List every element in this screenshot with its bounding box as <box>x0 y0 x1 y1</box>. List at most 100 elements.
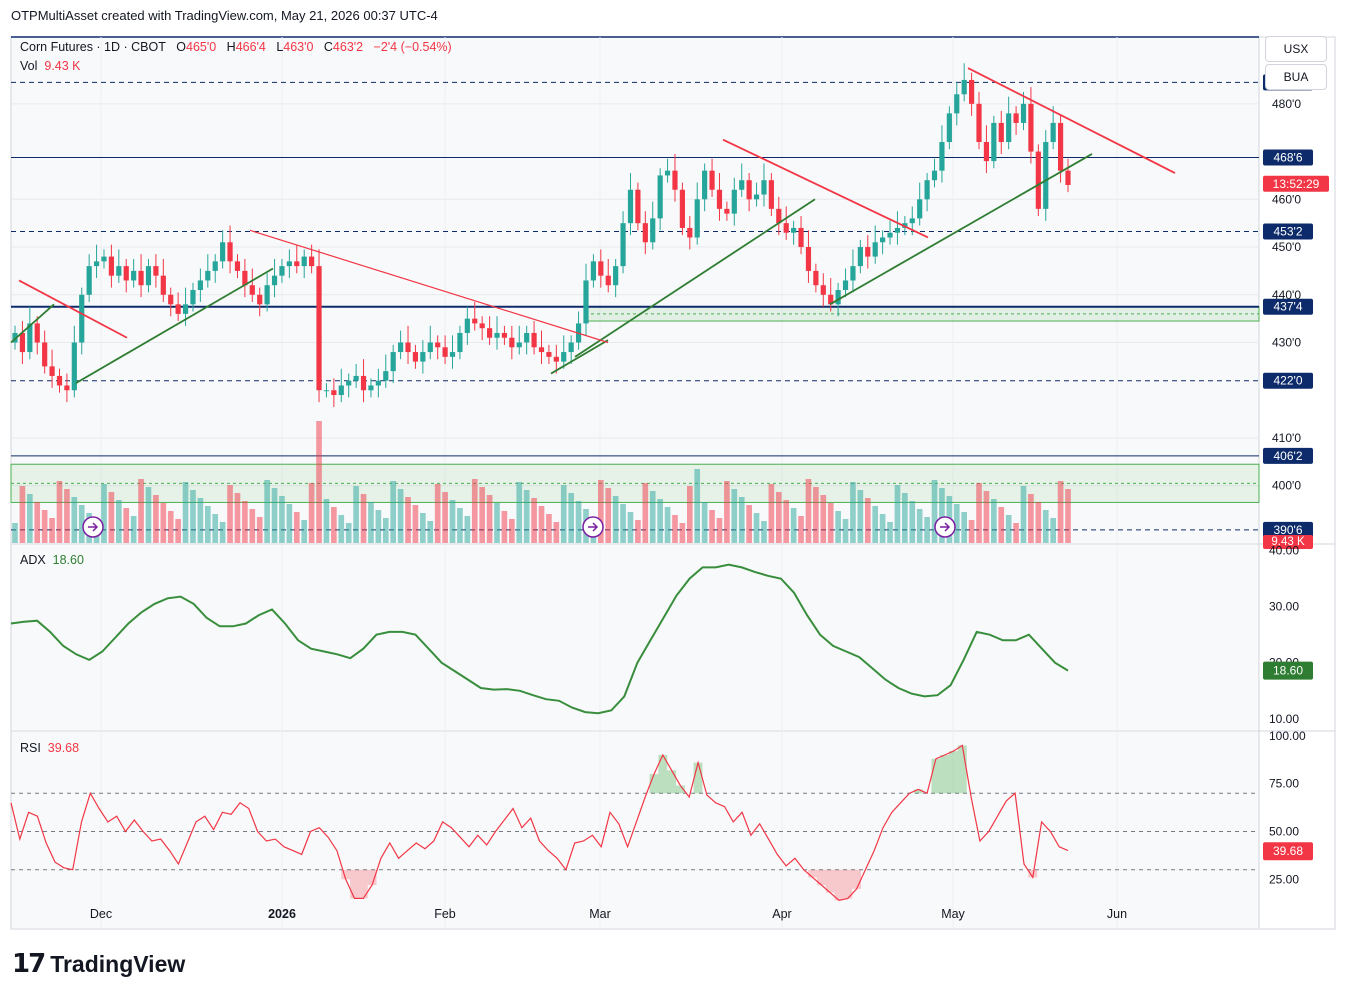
volume-bar <box>197 498 204 543</box>
candle-body <box>494 332 500 338</box>
legend-rsi-value: 39.68 <box>47 741 80 755</box>
candle-body <box>538 347 545 353</box>
volume-bar <box>953 504 960 543</box>
volume-bar <box>790 508 797 543</box>
volume-bar <box>983 491 990 543</box>
candle-body <box>1006 113 1012 143</box>
volume-bar <box>531 498 537 543</box>
time-tick-label: May <box>941 907 965 921</box>
candle-body <box>390 352 396 372</box>
candle-body <box>375 380 381 386</box>
candle-body <box>828 294 834 305</box>
candle-body <box>108 256 114 276</box>
rsi-oversold-fill <box>816 869 826 886</box>
candle-body <box>412 352 419 362</box>
currency-usx-button[interactable]: USX <box>1265 36 1327 62</box>
volume-bar <box>1013 523 1019 543</box>
volume-bar <box>731 489 738 543</box>
candle-body <box>398 342 404 353</box>
candle-body <box>546 352 552 357</box>
volume-bar <box>664 507 671 543</box>
volume-bar <box>34 502 41 543</box>
tradingview-wordmark: TradingView <box>50 950 186 977</box>
price-label-tag <box>1263 298 1313 315</box>
price-label-tag <box>1263 521 1313 538</box>
candle-body <box>101 256 107 262</box>
volume-bar <box>761 521 767 543</box>
candle-body <box>383 371 389 381</box>
volume-bar <box>190 490 196 543</box>
candle-body <box>249 285 255 295</box>
volume-bar <box>605 488 612 543</box>
candle-body <box>991 122 997 162</box>
volume-bar <box>902 493 908 543</box>
volume-bar <box>1050 518 1056 543</box>
candle-body <box>657 175 663 219</box>
candle-body <box>138 270 144 286</box>
volume-bar <box>1028 494 1034 543</box>
candle-body <box>791 227 797 233</box>
legend-rsi-label: RSI <box>20 741 41 755</box>
candle-body <box>939 142 945 171</box>
volume-bar <box>686 486 693 543</box>
candle-body <box>486 328 493 338</box>
price-label-text: 406'2 <box>1274 449 1303 463</box>
volume-bar <box>998 507 1005 543</box>
candle-body <box>242 270 248 286</box>
volume-bar <box>486 495 493 543</box>
volume-bar <box>420 513 426 543</box>
candle-body <box>724 208 730 214</box>
candle-body <box>613 266 619 286</box>
trendline-up <box>574 198 816 358</box>
candle-body <box>583 280 589 324</box>
volume-bar <box>27 494 33 543</box>
candle-body <box>739 180 745 190</box>
volume-bar <box>345 523 352 543</box>
candle-body <box>924 180 930 200</box>
volume-bar <box>279 496 285 543</box>
candle-body <box>850 266 856 281</box>
volume-bar <box>316 421 322 543</box>
volume-bar <box>701 502 708 543</box>
volume-bar <box>560 485 567 543</box>
time-tick-label: Jun <box>1107 907 1127 921</box>
volume-bar <box>649 491 656 543</box>
volume-bar <box>167 511 174 543</box>
volume-bar <box>538 506 545 543</box>
volume-bar <box>894 485 901 543</box>
rsi-overbought-fill <box>676 785 685 794</box>
candle-body <box>435 342 441 348</box>
volume-bar <box>813 487 819 543</box>
rsi-overbought-fill <box>913 789 923 794</box>
trendline-down <box>18 279 128 339</box>
volume-bar <box>931 480 938 543</box>
volume-bar <box>457 508 463 543</box>
tradingview-brand[interactable]: 17 TradingView <box>12 949 185 979</box>
volume-bar <box>227 485 233 543</box>
candle-body <box>353 375 359 381</box>
candle-body <box>553 356 559 362</box>
candle-body <box>93 261 100 267</box>
rsi-tick-label: 25.00 <box>1269 872 1299 886</box>
candle-body <box>887 232 893 238</box>
trendline-down <box>249 229 609 344</box>
price-label-text: 390'6 <box>1274 523 1303 537</box>
volume-bar <box>256 517 263 543</box>
volume-bar <box>293 512 300 543</box>
volume-bar <box>145 487 152 543</box>
volume-bar <box>331 507 337 543</box>
candle-body <box>64 385 70 391</box>
currency-bua-button[interactable]: BUA <box>1265 64 1327 90</box>
volume-bar <box>479 487 485 543</box>
candle-body <box>969 79 975 104</box>
volume-bar <box>501 511 508 543</box>
price-label-tag <box>1263 223 1313 240</box>
candle-body <box>509 337 515 348</box>
volume-bar <box>323 499 330 543</box>
rsi-oversold-fill <box>1028 869 1038 878</box>
price-pane-bg <box>11 37 1259 543</box>
price-label-text: 437'4 <box>1274 300 1303 314</box>
candle-body <box>12 332 18 343</box>
candle-body <box>872 242 878 257</box>
